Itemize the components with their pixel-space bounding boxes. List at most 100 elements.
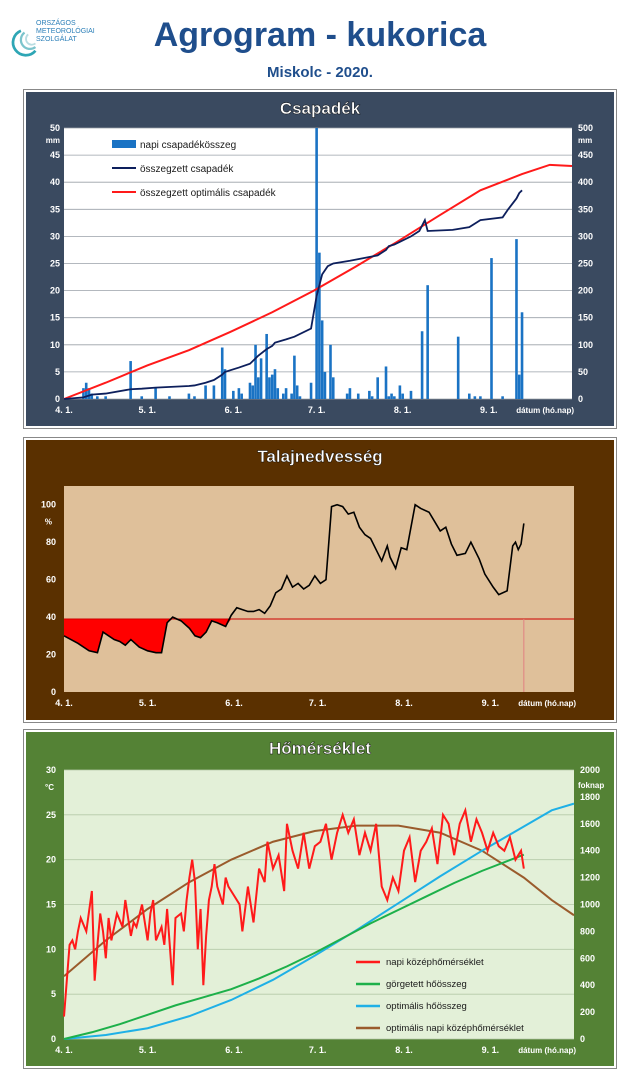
legend-label: optimális napi középhőmérséklet: [386, 1023, 524, 1034]
x-tick-label: 9. 1.: [482, 1045, 500, 1055]
y-tick-label-right: 800: [580, 926, 595, 936]
precip-bar: [517, 374, 521, 399]
precip-bar: [490, 258, 493, 399]
header: ORSZÁGOS METEOROLÓGIAI SZOLGÁLAT Agrogra…: [0, 0, 640, 88]
precip-bar: [223, 369, 227, 399]
y-axis-unit-left: °C: [45, 783, 54, 792]
precip-bar: [251, 385, 255, 399]
precip-bar: [348, 388, 352, 399]
precip-bar: [409, 390, 413, 399]
soil-moisture-chart: Talajnedvesség 0 20 40 60 80 100% 4. 1. 5. 1. 6. …: [41, 447, 576, 708]
precip-bar: [254, 344, 257, 399]
precip-bar: [140, 396, 144, 399]
precip-bar: [309, 382, 313, 399]
y-tick-label-left: 25: [50, 259, 60, 269]
precip-bar: [368, 390, 371, 399]
x-tick-label: 8. 1.: [395, 1045, 413, 1055]
y-tick-label-right: 1800: [580, 792, 600, 802]
chart-title: Talajnedvesség: [257, 447, 382, 466]
precip-bar: [193, 396, 196, 399]
y-tick-label-right: 2000: [580, 765, 600, 775]
precip-bar: [220, 347, 224, 399]
y-tick-label-left: 50: [50, 123, 60, 133]
precip-bar: [273, 369, 277, 399]
precip-bar: [268, 377, 271, 399]
y-tick-label-right: 600: [580, 953, 595, 963]
y-tick-label-left: 5: [51, 989, 56, 999]
precip-bar: [90, 393, 94, 399]
y-tick-label-right: 50: [578, 367, 588, 377]
precip-bar: [501, 396, 504, 399]
precip-bar: [265, 333, 268, 399]
x-tick-label: 8. 1.: [395, 698, 413, 708]
chart-title: Csapadék: [280, 99, 361, 118]
precip-bar: [237, 388, 241, 399]
y-tick-label-left: 15: [46, 900, 56, 910]
series-line: [63, 806, 525, 1017]
y-tick-label: 0: [51, 687, 56, 697]
deficit-area: [64, 618, 524, 653]
precip-bar: [259, 358, 263, 399]
y-tick-label-right: 1200: [580, 873, 600, 883]
y-tick-label-right: 300: [578, 231, 593, 241]
y-tick-label-right: 400: [580, 980, 595, 990]
precip-bar: [384, 366, 388, 399]
precip-bar: [154, 388, 157, 399]
precip-bar: [315, 128, 318, 399]
precip-bar: [204, 385, 207, 399]
y-tick-label-right: 1600: [580, 819, 600, 829]
y-tick-label-right: 350: [578, 204, 593, 214]
y-tick-label-left: 10: [50, 340, 60, 350]
precip-bar: [270, 374, 274, 399]
x-tick-label: 6. 1.: [225, 698, 243, 708]
precip-bar: [318, 252, 321, 399]
y-tick-label-right: 500: [578, 123, 593, 133]
y-tick-label-right: 200: [578, 286, 593, 296]
precip-bar: [276, 388, 280, 399]
precip-bar: [248, 382, 252, 399]
x-tick-label: 4. 1.: [55, 405, 73, 415]
x-axis-title: dátum (hó.nap): [518, 1046, 576, 1055]
y-tick-label-right: 1000: [580, 900, 600, 910]
precip-bar: [426, 285, 429, 399]
precip-bar: [467, 393, 471, 399]
precip-bar: [520, 312, 524, 399]
x-tick-label: 5. 1.: [139, 1045, 157, 1055]
y-tick-label-left: 20: [46, 855, 56, 865]
legend-label: napi középhőmérséklet: [386, 957, 484, 968]
precipitation-chart: Csapadék 0 0 5 50 10 100 15 150 20 200 25 250 30 300 35…: [46, 99, 593, 415]
precip-bar: [356, 393, 360, 399]
precipitation-panel: Csapadék 0 0 5 50 10 100 15 150 20 200 25 250 30 300 35…: [24, 90, 616, 428]
logo-line-2: METEOROLÓGIAI: [36, 28, 95, 35]
precip-bar: [515, 239, 518, 399]
series-line: [63, 824, 575, 977]
series-line: [63, 189, 523, 400]
y-tick-label-right: 250: [578, 259, 593, 269]
temperature-chart: Hőmérséklet 0 5 10 15 20 25 30 0 200 400 600 800 1000…: [45, 739, 604, 1055]
precip-bar: [398, 385, 402, 399]
precip-bar: [473, 396, 477, 399]
precip-bar: [370, 396, 374, 399]
logo-line-3: SZOLGÁLAT: [36, 36, 77, 43]
precip-bar: [479, 396, 482, 399]
precip-bar: [329, 344, 332, 399]
x-tick-label: 6. 1.: [225, 1045, 243, 1055]
legend-label: napi csapadékösszeg: [140, 140, 236, 151]
precip-bar: [420, 331, 424, 399]
precip-bar: [390, 393, 393, 399]
y-tick-label-left: 5: [55, 367, 60, 377]
y-tick-label-left: 15: [50, 313, 60, 323]
series-line: [63, 853, 525, 1040]
y-tick-label: 40: [46, 612, 56, 622]
plot-area: [64, 486, 574, 692]
y-tick-label-left: 35: [50, 204, 60, 214]
x-axis-title: dátum (hó.nap): [516, 406, 574, 415]
y-tick-label-left: 45: [50, 150, 60, 160]
precip-bar: [257, 377, 260, 399]
x-tick-label: 4. 1.: [55, 1045, 73, 1055]
x-tick-label: 7. 1.: [309, 698, 327, 708]
precip-bar: [387, 396, 391, 399]
x-tick-label: 7. 1.: [309, 1045, 327, 1055]
precip-bar: [96, 396, 99, 399]
page-subtitle: Miskolc - 2020.: [267, 64, 373, 81]
